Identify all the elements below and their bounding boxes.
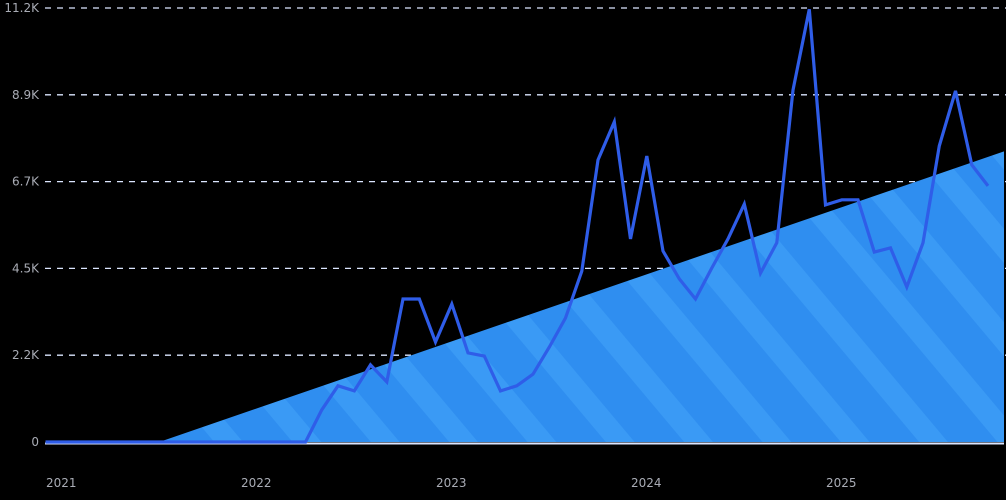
x-tick-label: 2024 [631, 476, 662, 490]
y-tick-label: 2.2K [12, 348, 40, 362]
x-tick-label: 2025 [826, 476, 857, 490]
y-tick-label: 11.2K [4, 1, 40, 15]
x-tick-label: 2023 [436, 476, 467, 490]
x-axis-ticks: 2021 2022 2023 2024 2025 [46, 476, 857, 490]
x-tick-label: 2022 [241, 476, 272, 490]
y-tick-label: 4.5K [12, 261, 40, 275]
x-tick-label: 2021 [46, 476, 77, 490]
area-shape [45, 151, 1004, 442]
y-tick-label: 0 [31, 435, 39, 449]
y-tick-label: 6.7K [12, 175, 40, 189]
series-line [45, 8, 990, 444]
y-axis-ticks: 0 2.2K 4.5K 6.7K 8.9K 11.2K [4, 1, 40, 449]
y-tick-label: 8.9K [12, 88, 40, 102]
data-line [45, 8, 990, 444]
trend-area [45, 151, 1004, 442]
